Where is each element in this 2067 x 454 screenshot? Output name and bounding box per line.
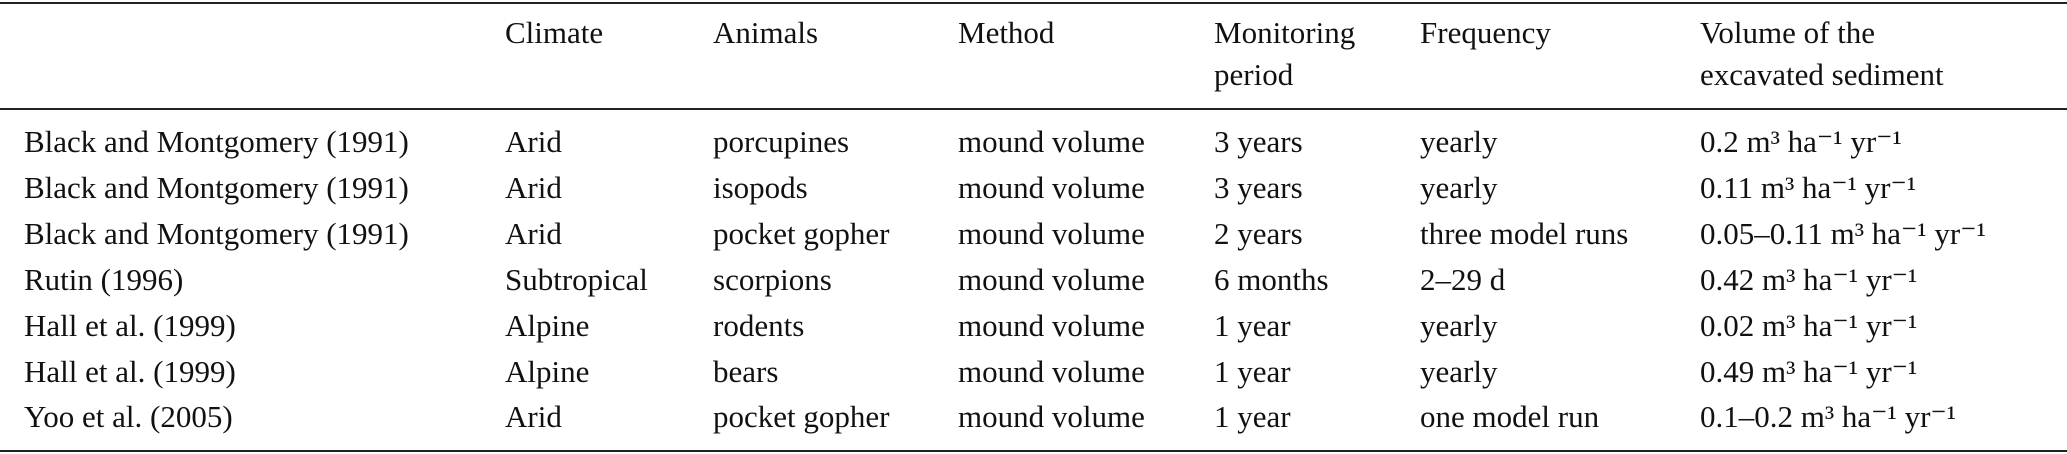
table-cell: 0.42 m³ ha⁻¹ yr⁻¹ <box>1700 262 1918 297</box>
table-cell: one model run <box>1420 399 1600 434</box>
table-cell: Black and Montgomery (1991) <box>24 170 409 205</box>
table-cell: pocket gopher <box>713 399 890 434</box>
header-cell: Animals <box>713 15 819 50</box>
table-cell: Arid <box>505 399 562 434</box>
table-cell: 2–29 d <box>1420 262 1506 297</box>
table-cell: 0.05–0.11 m³ ha⁻¹ yr⁻¹ <box>1700 216 1986 251</box>
header-cell: Climate <box>505 15 604 50</box>
table-cell: Yoo et al. (2005) <box>24 399 233 434</box>
table-cell: Alpine <box>505 354 590 389</box>
table-cell: Rutin (1996) <box>24 262 184 297</box>
table-cell: Hall et al. (1999) <box>24 308 236 343</box>
table-cell: 0.11 m³ ha⁻¹ yr⁻¹ <box>1700 170 1917 205</box>
header-rule <box>0 108 2067 110</box>
header-cell: Method <box>958 15 1055 50</box>
table-cell: 1 year <box>1214 399 1291 434</box>
table-cell: three model runs <box>1420 216 1629 251</box>
table-cell: 3 years <box>1214 170 1303 205</box>
table-cell: 0.2 m³ ha⁻¹ yr⁻¹ <box>1700 124 1902 159</box>
table-cell: mound volume <box>958 399 1145 434</box>
table-cell: mound volume <box>958 216 1145 251</box>
table-cell: yearly <box>1420 170 1498 205</box>
table-cell: Arid <box>505 170 562 205</box>
table-cell: pocket gopher <box>713 216 890 251</box>
table-cell: rodents <box>713 308 805 343</box>
table-cell: porcupines <box>713 124 850 159</box>
table-cell: mound volume <box>958 170 1145 205</box>
table-cell: Black and Montgomery (1991) <box>24 216 409 251</box>
bottom-rule <box>0 450 2067 452</box>
table-cell: Black and Montgomery (1991) <box>24 124 409 159</box>
table-cell: 0.49 m³ ha⁻¹ yr⁻¹ <box>1700 354 1918 389</box>
table-cell: 0.02 m³ ha⁻¹ yr⁻¹ <box>1700 308 1918 343</box>
table-cell: isopods <box>713 170 808 205</box>
table-cell: Alpine <box>505 308 590 343</box>
table-cell: Arid <box>505 124 562 159</box>
table-cell: 1 year <box>1214 308 1291 343</box>
table-cell: 2 years <box>1214 216 1303 251</box>
table-cell: mound volume <box>958 124 1145 159</box>
table-cell: mound volume <box>958 354 1145 389</box>
table-cell: 6 months <box>1214 262 1329 297</box>
header-cell: Volume of the excavated sediment <box>1700 15 1944 92</box>
table-cell: 0.1–0.2 m³ ha⁻¹ yr⁻¹ <box>1700 399 1957 434</box>
top-rule <box>0 2 2067 4</box>
table-cell: yearly <box>1420 354 1498 389</box>
table-cell: Subtropical <box>505 262 648 297</box>
header-cell: Monitoring period <box>1214 15 1356 92</box>
table-cell: yearly <box>1420 124 1498 159</box>
table-cell: Hall et al. (1999) <box>24 354 236 389</box>
table-cell: Arid <box>505 216 562 251</box>
table-cell: 1 year <box>1214 354 1291 389</box>
header-cell: Frequency <box>1420 15 1551 50</box>
table-cell: yearly <box>1420 308 1498 343</box>
table-cell: mound volume <box>958 262 1145 297</box>
table-cell: scorpions <box>713 262 832 297</box>
table-cell: 3 years <box>1214 124 1303 159</box>
table-cell: bears <box>713 354 779 389</box>
table-cell: mound volume <box>958 308 1145 343</box>
